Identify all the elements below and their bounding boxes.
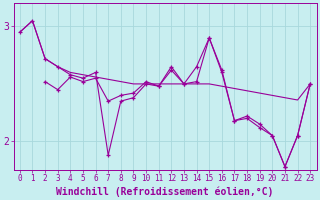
X-axis label: Windchill (Refroidissement éolien,°C): Windchill (Refroidissement éolien,°C) [56, 186, 274, 197]
